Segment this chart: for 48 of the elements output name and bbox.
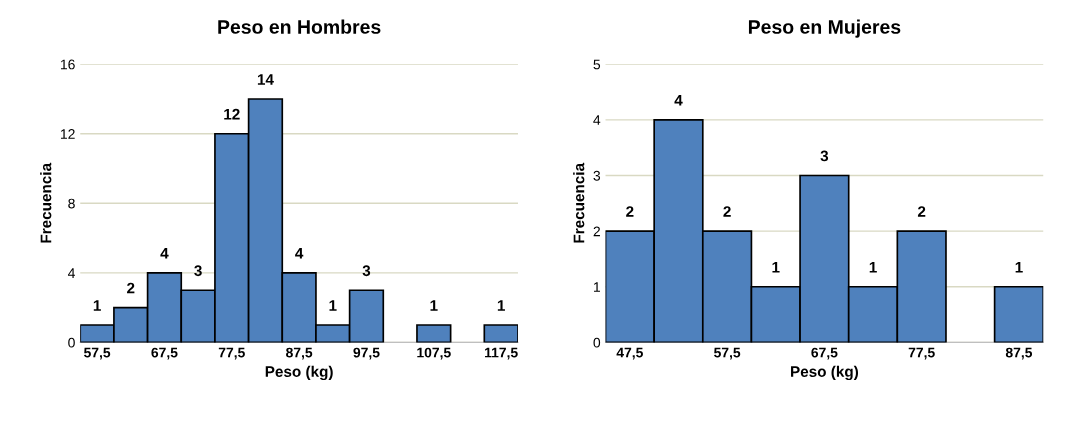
y-axis-title: Frecuencia xyxy=(40,162,52,243)
data-label: 3 xyxy=(820,150,829,162)
y-tick-label: 16 xyxy=(61,59,75,70)
data-label: 4 xyxy=(295,248,304,259)
data-label: 1 xyxy=(869,261,877,273)
y-tick-label: 2 xyxy=(593,226,600,237)
x-tick-label: 107,5 xyxy=(417,347,451,360)
x-tick-label: 47,5 xyxy=(616,347,643,360)
x-tick-label: 87,5 xyxy=(1005,347,1033,360)
y-tick-label: 0 xyxy=(68,337,75,348)
data-label: 14 xyxy=(257,74,274,85)
x-tick-label: 97,5 xyxy=(353,347,380,360)
chart-title: Peso en Hombres xyxy=(218,19,381,34)
x-tick-label: 57,5 xyxy=(714,347,741,360)
x-tick-label: 77,5 xyxy=(908,347,935,360)
x-axis-title: Peso (kg) xyxy=(265,365,333,381)
y-tick-label: 4 xyxy=(593,115,601,125)
x-tick-label: 117,5 xyxy=(485,347,518,360)
data-label: 2 xyxy=(723,206,731,217)
x-tick-label: 57,5 xyxy=(84,347,111,360)
data-label: 1 xyxy=(93,300,101,311)
x-axis-title: Peso (kg) xyxy=(791,365,859,381)
y-tick-label: 5 xyxy=(593,59,601,70)
chart-title: Peso en Mujeres xyxy=(748,19,901,38)
data-label: 2 xyxy=(127,282,135,294)
x-tick-label: 67,5 xyxy=(151,347,178,360)
data-label: 3 xyxy=(362,265,371,277)
y-tick-label: 3 xyxy=(593,170,601,181)
y-tick-label: 0 xyxy=(593,337,601,348)
data-label: 4 xyxy=(160,248,169,259)
x-tick-label: 77,5 xyxy=(218,347,245,360)
data-label: 1 xyxy=(1015,261,1023,273)
data-label: 1 xyxy=(772,261,780,273)
data-label: 4 xyxy=(674,95,683,106)
data-label: 1 xyxy=(497,300,505,311)
data-label: 1 xyxy=(430,300,438,311)
y-tick-label: 12 xyxy=(61,129,75,139)
y-tick-label: 4 xyxy=(67,268,75,278)
data-label: 1 xyxy=(329,300,337,311)
y-axis-title: Frecuencia xyxy=(573,162,585,243)
data-label: 3 xyxy=(194,265,202,277)
x-tick-label: 67,5 xyxy=(811,347,838,360)
data-label: 2 xyxy=(917,206,926,217)
y-tick-label: 1 xyxy=(594,282,600,292)
data-label: 12 xyxy=(224,108,240,120)
x-tick-label: 87,5 xyxy=(286,347,313,360)
y-tick-label: 8 xyxy=(68,198,75,209)
data-label: 2 xyxy=(626,206,634,217)
